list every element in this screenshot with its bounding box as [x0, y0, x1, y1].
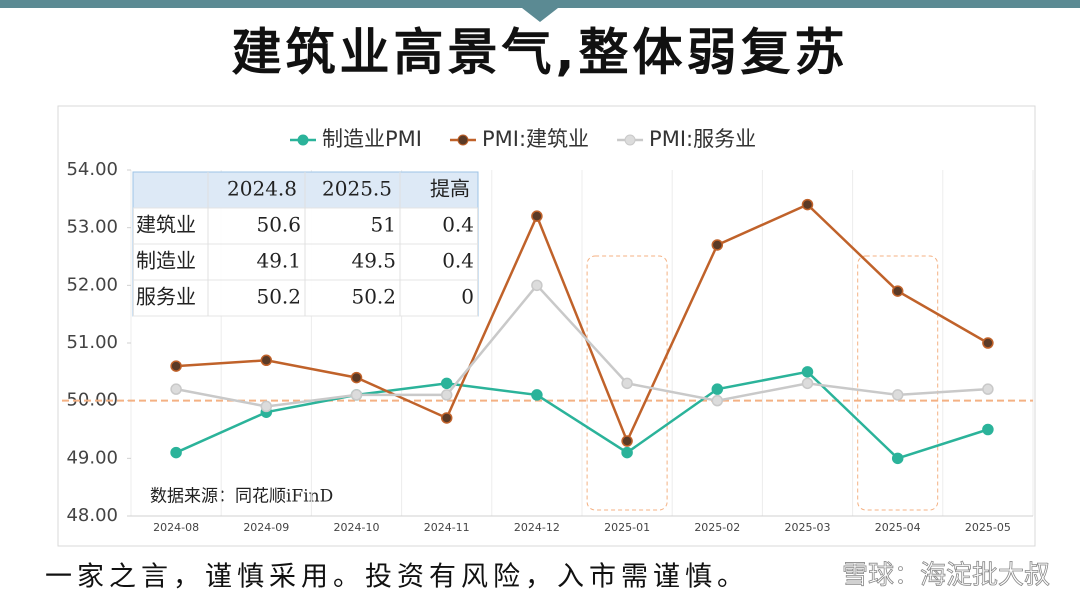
data-point: [350, 389, 363, 401]
footer: 一家之言，谨慎采用。投资有风险，入市需谨慎。: [45, 562, 749, 593]
table-header: 提高: [430, 177, 470, 201]
legend-marker: [297, 134, 309, 146]
data-point: [440, 377, 453, 390]
legend-label: 制造业PMI: [322, 127, 422, 151]
top-bar: [0, 0, 1080, 8]
table-cell: 49.5: [351, 249, 396, 273]
data-point: [982, 383, 994, 395]
data-point: [621, 446, 633, 459]
x-tick-label: 2024-10: [334, 521, 380, 534]
series-line: [175, 283, 988, 408]
data-point: [440, 412, 453, 424]
legend-marker: [457, 134, 469, 146]
y-tick-label: 52.00: [66, 274, 118, 295]
data-point: [621, 377, 633, 390]
table-cell: 0.4: [442, 213, 474, 237]
x-tick-label: 2024-08: [153, 521, 199, 534]
data-point: [170, 446, 182, 459]
table-cell: 50.2: [256, 285, 301, 309]
highlight-box: [857, 255, 939, 511]
legend-marker: [624, 134, 636, 146]
data-point: [440, 389, 453, 401]
data-point: [260, 400, 273, 413]
table-header: 2025.5: [322, 177, 392, 201]
legend-label: PMI:服务业: [649, 127, 756, 151]
table-cell: 51: [371, 213, 396, 237]
data-point: [711, 383, 724, 395]
x-tick-label: 2024-09: [243, 521, 289, 534]
y-tick-label: 50.00: [66, 390, 118, 411]
table-cell: 0: [461, 285, 474, 309]
y-tick-label: 53.00: [66, 217, 118, 238]
table-cell: 50.2: [351, 285, 396, 309]
y-tick-label: 49.00: [66, 447, 118, 468]
table-cell: 50.6: [256, 213, 301, 237]
x-tick-label: 2024-12: [514, 521, 560, 534]
x-tick-label: 2024-11: [424, 521, 470, 534]
data-point: [711, 239, 724, 251]
x-tick-label: 2025-05: [965, 521, 1011, 534]
data-point: [170, 360, 182, 372]
data-point: [350, 371, 363, 384]
x-tick-label: 2025-03: [785, 521, 831, 534]
table-cell: 0.4: [442, 249, 474, 273]
table-row-label: 建筑业: [136, 213, 196, 237]
data-point: [621, 435, 633, 447]
data-point: [801, 198, 814, 211]
y-tick-label: 51.00: [66, 332, 118, 353]
table-row-label: 服务业: [136, 285, 196, 309]
y-tick-label: 54.00: [66, 159, 118, 180]
data-point: [982, 423, 994, 436]
table-cell: 49.1: [256, 249, 301, 273]
data-point: [891, 389, 904, 401]
x-tick-label: 2025-01: [604, 521, 650, 534]
y-tick-label: 48.00: [66, 505, 118, 526]
plot: 48.00 49.00 50.00 51.00 52.00 53.00 54.00 2024-…: [62, 127, 1034, 534]
watermark: 雪球：海淀批大叔: [842, 561, 1050, 591]
slide-title: 建筑业高景气,整体弱复苏: [232, 24, 849, 82]
data-point: [891, 285, 904, 297]
series-line: [175, 370, 989, 460]
table-row-label: 制造业: [136, 249, 196, 273]
x-tick-label: 2025-02: [694, 521, 740, 534]
series-line: [176, 203, 989, 445]
table-header: 2024.8: [227, 177, 297, 201]
data-point: [531, 210, 543, 222]
source-note: 数据来源：同花顺iFinD: [150, 487, 333, 507]
data-point: [891, 452, 904, 465]
x-tick-label: 2025-04: [875, 521, 921, 534]
data-point: [982, 337, 994, 349]
data-point: [531, 389, 543, 401]
data-point: [531, 279, 543, 292]
legend-label: PMI:建筑业: [482, 127, 589, 151]
data-point: [711, 394, 724, 407]
highlight-box: [586, 255, 668, 511]
data-point: [260, 354, 273, 367]
data-point: [801, 377, 814, 390]
top-notch: [522, 8, 558, 22]
data-point: [170, 383, 182, 395]
data-point: [801, 366, 814, 378]
